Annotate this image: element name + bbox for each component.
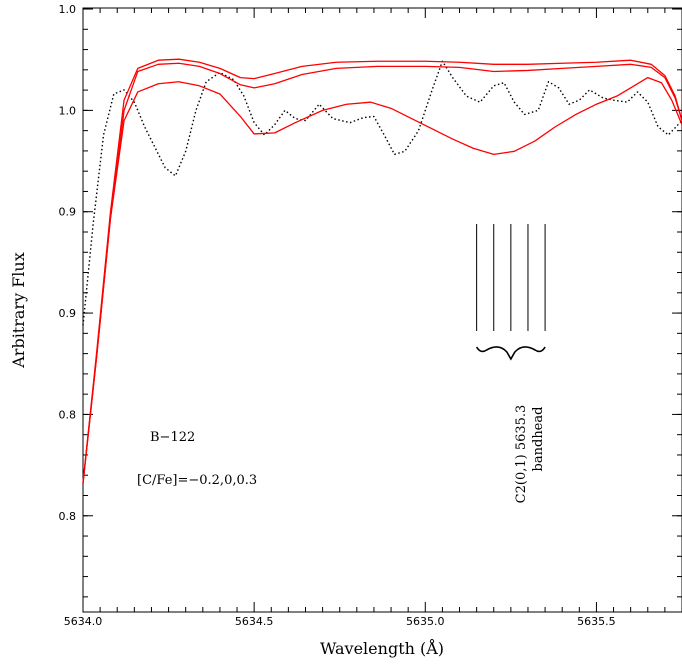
x-tick-label: 5635.5 xyxy=(577,615,616,628)
y-axis-title: Arbitrary Flux xyxy=(9,252,28,369)
observed-spectrum-line xyxy=(82,60,682,326)
x-axis-title: Wavelength (Å) xyxy=(320,638,444,658)
bandhead-label-line1: C2(0,1) 5635.3 xyxy=(514,405,529,504)
y-tick-label: 1.0 xyxy=(59,3,77,16)
y-tick-label: 0.8 xyxy=(59,510,77,523)
bandhead-brace xyxy=(475,346,546,361)
object-label: B−122 xyxy=(150,430,195,445)
x-tick-label: 5635.0 xyxy=(406,615,445,628)
synthetic-spectrum-line-2 xyxy=(82,62,682,484)
bandhead-label-line2: bandhead xyxy=(531,407,546,472)
plot-frame xyxy=(82,7,682,613)
synthetic-spectrum-line-1 xyxy=(82,76,682,484)
x-tick-label: 5634.0 xyxy=(64,615,103,628)
y-tick-label: 0.9 xyxy=(59,307,77,320)
y-tick-label: 0.8 xyxy=(59,408,77,421)
tick-marks: 5634.0 5634.5 5635.0 5635.5 1.0 1.0 0.9 0.9 0.8 0… xyxy=(59,3,682,628)
abundance-label: [C/Fe]=−0.2,0,0.3 xyxy=(137,473,257,488)
y-tick-label: 0.9 xyxy=(59,206,77,219)
synthetic-spectrum-line-3 xyxy=(82,58,682,484)
series-layer xyxy=(82,58,682,484)
bandhead-markers xyxy=(475,224,546,361)
x-tick-label: 5634.5 xyxy=(235,615,274,628)
y-tick-label: 1.0 xyxy=(59,104,77,117)
